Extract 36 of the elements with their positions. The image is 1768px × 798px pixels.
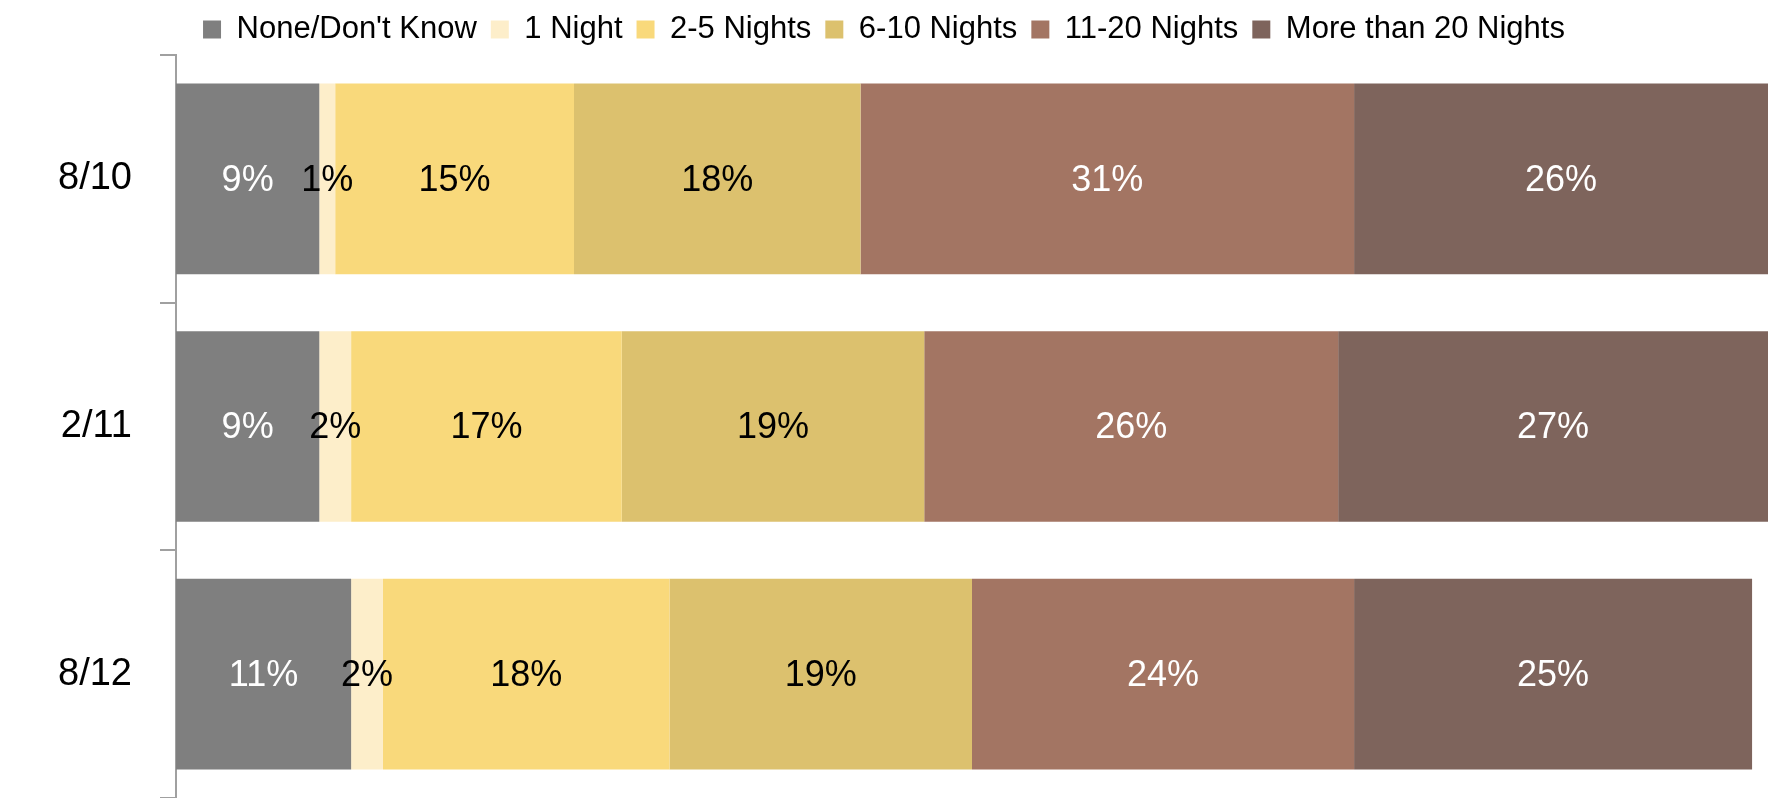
y-tick-label: 8/10 — [58, 155, 132, 198]
legend-label: 2-5 Nights — [670, 10, 812, 46]
bar — [1354, 83, 1768, 275]
data-label: 26% — [1095, 405, 1168, 447]
data-label: 27% — [1517, 405, 1590, 447]
data-label: 1% — [301, 157, 354, 199]
legend-label: None/Don't Know — [236, 10, 478, 46]
data-label: 19% — [736, 405, 810, 447]
bar — [924, 331, 1339, 522]
bar — [574, 83, 861, 275]
data-label: 18% — [490, 653, 563, 695]
legend-label: 6-10 Nights — [858, 10, 1018, 46]
data-label: 26% — [1525, 157, 1598, 199]
data-label: 17% — [450, 405, 523, 447]
data-label: 25% — [1517, 653, 1590, 695]
legend-label: 1 Night — [524, 10, 623, 46]
bar — [1338, 331, 1768, 522]
legend-label: More than 20 Nights — [1285, 10, 1565, 46]
data-label: 15% — [418, 157, 491, 199]
bar — [972, 578, 1355, 770]
bar — [621, 331, 925, 522]
bar — [860, 83, 1355, 275]
data-label: 9% — [221, 405, 274, 447]
data-label: 24% — [1127, 653, 1200, 695]
y-tick-label: 2/11 — [60, 402, 132, 445]
bar — [669, 578, 972, 770]
data-label: 18% — [681, 157, 754, 199]
data-label: 2% — [309, 405, 362, 447]
data-label: 2% — [341, 653, 394, 695]
data-label: 19% — [784, 653, 857, 695]
bar — [1354, 578, 1753, 770]
data-label: 31% — [1071, 157, 1144, 199]
legend-label: 11-20 Nights — [1064, 10, 1239, 46]
data-label: 9% — [221, 157, 274, 199]
data-label: 11% — [228, 653, 299, 695]
y-tick-label: 8/12 — [58, 650, 132, 693]
